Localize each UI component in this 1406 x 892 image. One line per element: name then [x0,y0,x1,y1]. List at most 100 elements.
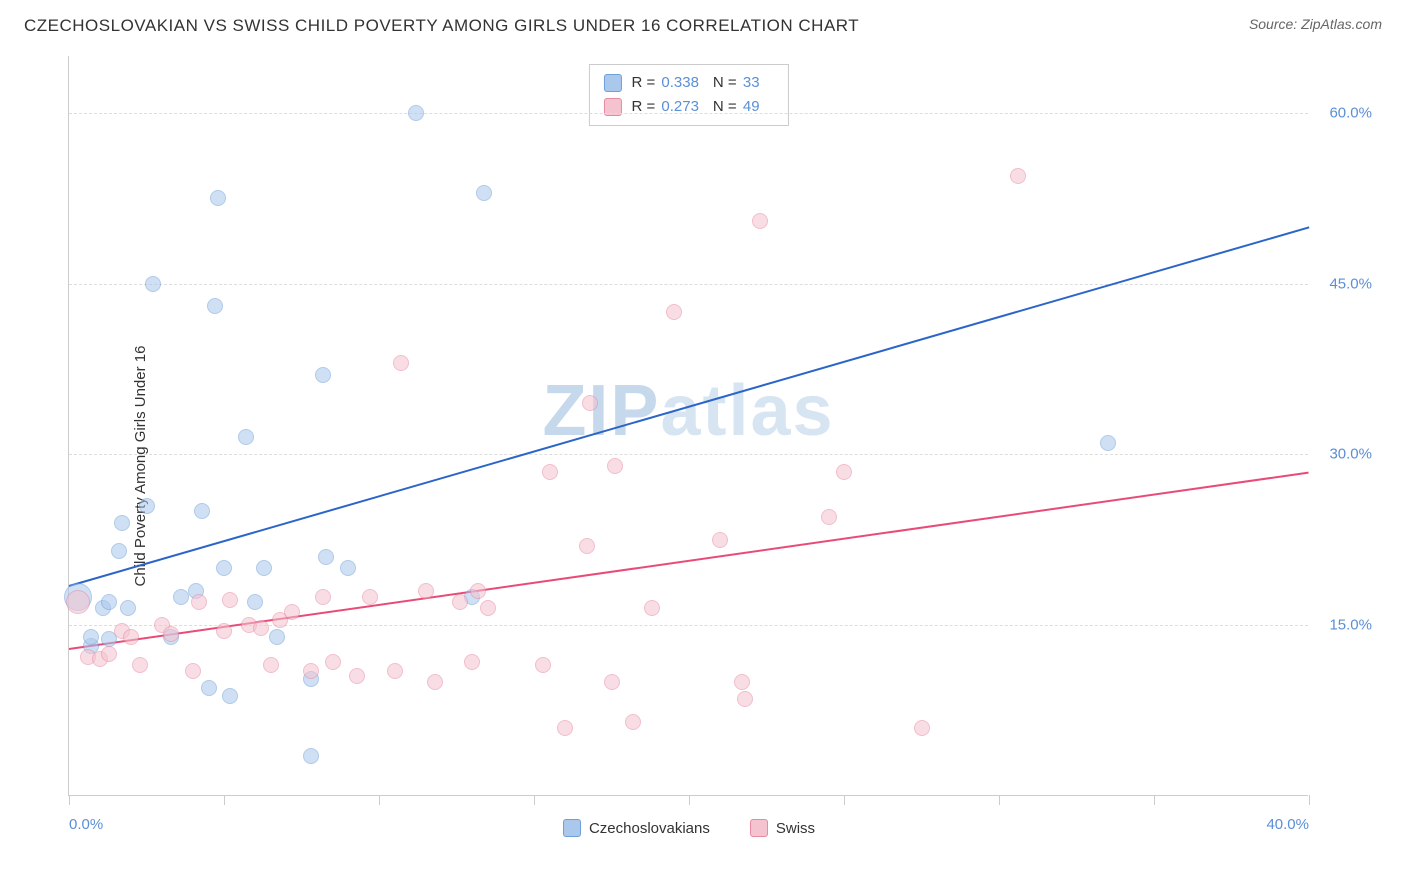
data-point-swiss [427,674,443,690]
y-tick-label: 45.0% [1329,275,1372,292]
x-tick [534,795,535,805]
data-point-swiss [349,668,365,684]
data-point-czech [256,560,272,576]
data-point-swiss [821,509,837,525]
data-point-czech [210,190,226,206]
series-legend-label: Swiss [776,820,815,837]
y-tick-label: 15.0% [1329,617,1372,634]
stats-legend: R = 0.338 N = 33 R = 0.273N = 49 [588,64,788,126]
data-point-czech [145,276,161,292]
y-tick-label: 60.0% [1329,104,1372,121]
data-point-czech [173,589,189,605]
legend-swatch [563,819,581,837]
data-point-swiss [315,589,331,605]
source-prefix: Source: [1249,16,1301,32]
series-legend: Czechoslovakians Swiss [69,819,1309,837]
x-tick [689,795,690,805]
legend-swatch [750,819,768,837]
data-point-czech [318,549,334,565]
data-point-czech [207,298,223,314]
data-point-swiss [387,663,403,679]
data-point-czech [408,105,424,121]
data-point-czech [120,600,136,616]
data-point-czech [1100,435,1116,451]
data-point-swiss [263,657,279,673]
data-point-swiss [222,592,238,608]
watermark-zip: ZIP [542,371,660,451]
data-point-swiss [393,355,409,371]
data-point-swiss [914,720,930,736]
header: CZECHOSLOVAKIAN VS SWISS CHILD POVERTY A… [0,0,1406,44]
data-point-czech [194,503,210,519]
gridline-h [69,113,1308,114]
n-label: N = [713,74,737,91]
x-tick [224,795,225,805]
x-tick [69,795,70,805]
data-point-czech [101,594,117,610]
data-point-swiss [836,464,852,480]
data-point-swiss [582,395,598,411]
series-legend-item: Swiss [750,819,815,837]
data-point-swiss [734,674,750,690]
plot: ZIPatlas R = 0.338N = 33R = 0.273N = 49 … [68,56,1382,836]
data-point-swiss [101,646,117,662]
chart-title: CZECHOSLOVAKIAN VS SWISS CHILD POVERTY A… [24,16,859,36]
data-point-swiss [470,583,486,599]
data-point-swiss [66,590,90,614]
r-label: R = [631,74,655,91]
x-tick [379,795,380,805]
trend-line-czech [69,227,1310,588]
data-point-czech [114,515,130,531]
data-point-czech [201,680,217,696]
stats-legend-row: R = 0.273N = 49 [603,95,773,119]
data-point-swiss [123,629,139,645]
data-point-swiss [480,600,496,616]
x-tick-label: 0.0% [69,816,103,833]
legend-swatch [603,74,621,92]
series-legend-item: Czechoslovakians [563,819,710,837]
data-point-swiss [604,674,620,690]
x-tick [1309,795,1310,805]
data-point-swiss [362,589,378,605]
data-point-swiss [542,464,558,480]
data-point-swiss [737,691,753,707]
data-point-swiss [452,594,468,610]
data-point-czech [111,543,127,559]
data-point-swiss [557,720,573,736]
data-point-swiss [666,304,682,320]
data-point-swiss [644,600,660,616]
data-point-czech [340,560,356,576]
y-tick-label: 30.0% [1329,446,1372,463]
data-point-czech [139,498,155,514]
data-point-swiss [191,594,207,610]
source-attribution: Source: ZipAtlas.com [1249,16,1382,32]
chart-container: Child Poverty Among Girls Under 16 ZIPat… [24,56,1382,876]
data-point-swiss [607,458,623,474]
data-point-czech [83,629,99,645]
data-point-czech [269,629,285,645]
data-point-czech [222,688,238,704]
data-point-swiss [464,654,480,670]
gridline-h [69,454,1308,455]
gridline-h [69,284,1308,285]
data-point-swiss [418,583,434,599]
data-point-swiss [216,623,232,639]
r-value: 0.338 [661,74,699,91]
data-point-swiss [535,657,551,673]
x-tick [844,795,845,805]
data-point-swiss [625,714,641,730]
data-point-swiss [1010,168,1026,184]
x-tick [1154,795,1155,805]
data-point-swiss [303,663,319,679]
data-point-czech [315,367,331,383]
data-point-swiss [579,538,595,554]
plot-area: ZIPatlas R = 0.338N = 33R = 0.273N = 49 … [68,56,1308,796]
data-point-czech [216,560,232,576]
n-value: 33 [743,74,760,91]
data-point-swiss [325,654,341,670]
data-point-swiss [284,604,300,620]
series-legend-label: Czechoslovakians [589,820,710,837]
data-point-czech [476,185,492,201]
data-point-swiss [185,663,201,679]
data-point-swiss [132,657,148,673]
